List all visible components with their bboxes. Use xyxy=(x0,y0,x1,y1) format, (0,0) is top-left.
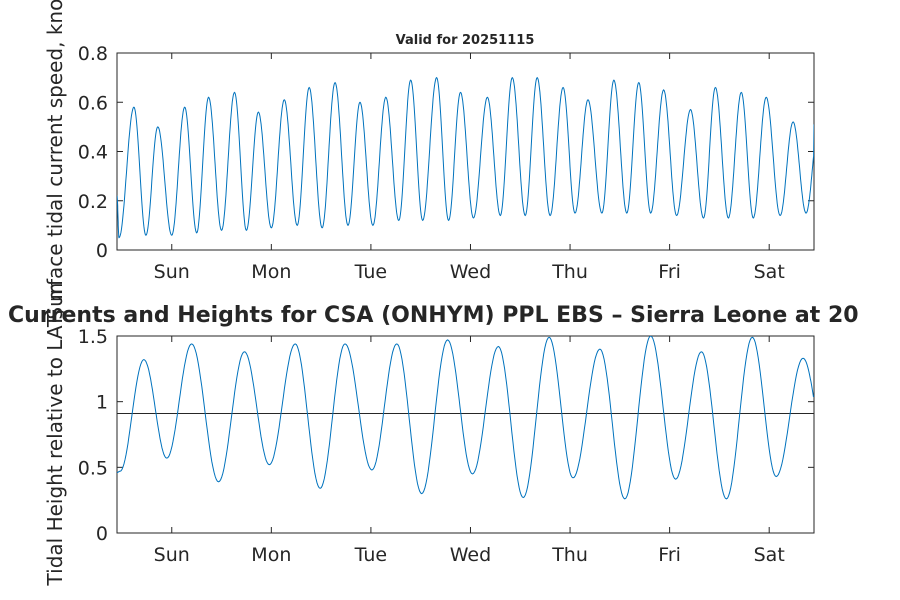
current-speed-ytick-label: 0.8 xyxy=(78,43,108,65)
current-speed-title: Valid for 20251115 xyxy=(396,33,535,48)
tidal-height-plot: 0 0.5 1 1.5 Sun Mon Tue Wed Thu Fri Sat xyxy=(78,326,815,566)
tidal-height-axes-box xyxy=(116,335,815,534)
current-speed-xtick-label: Sat xyxy=(754,261,785,283)
current-speed-ytick-label: 0.6 xyxy=(78,92,108,114)
tidal-height-ytick-label: 0.5 xyxy=(78,457,108,479)
tidal-height-xtick-label: Thu xyxy=(551,544,588,566)
current-speed-xtick-label: Tue xyxy=(354,261,387,283)
current-speed-series-line xyxy=(117,76,814,239)
tidal-height-ytick-label: 0 xyxy=(96,523,108,545)
current-speed-axes: Valid for 20251115 Surface tidal current… xyxy=(43,0,815,320)
current-speed-xtick-label: Fri xyxy=(658,261,681,283)
current-speed-xtick-label: Wed xyxy=(450,261,491,283)
tidal-height-xtick-label: Mon xyxy=(251,544,291,566)
tidal-height-axes: Tidal Height relative to LAT, m 0 0.5 1 1.5… xyxy=(8,283,859,587)
tidal-height-ytick-label: 1.5 xyxy=(78,326,108,348)
current-speed-xtick-label: Mon xyxy=(251,261,291,283)
current-speed-ytick-label: 0.4 xyxy=(78,142,108,164)
current-speed-ylabel: Surface tidal current speed, knots xyxy=(43,0,67,320)
tidal-height-series-line xyxy=(117,336,814,500)
tidal-height-ytick-label: 1 xyxy=(96,392,108,414)
current-speed-ytick-label: 0.2 xyxy=(78,191,108,213)
tidal-height-xtick-label: Sun xyxy=(154,544,190,566)
tidal-height-xtick-label: Fri xyxy=(658,544,681,566)
tidal-height-ylabel: Tidal Height relative to LAT, m xyxy=(43,283,67,587)
current-speed-xtick-label: Thu xyxy=(551,261,588,283)
tidal-height-title: Currents and Heights for CSA (ONHYM) PPL… xyxy=(8,303,859,328)
tidal-height-xtick-label: Sat xyxy=(754,544,785,566)
current-speed-xtick-label: Sun xyxy=(154,261,190,283)
current-speed-ytick-label: 0 xyxy=(96,240,108,262)
tidal-height-xtick-label: Tue xyxy=(354,544,387,566)
current-speed-plot: 0 0.2 0.4 0.6 0.8 Sun Mon Tue Wed Thu Fri Sat xyxy=(78,43,815,283)
tidal-height-xtick-label: Wed xyxy=(450,544,491,566)
